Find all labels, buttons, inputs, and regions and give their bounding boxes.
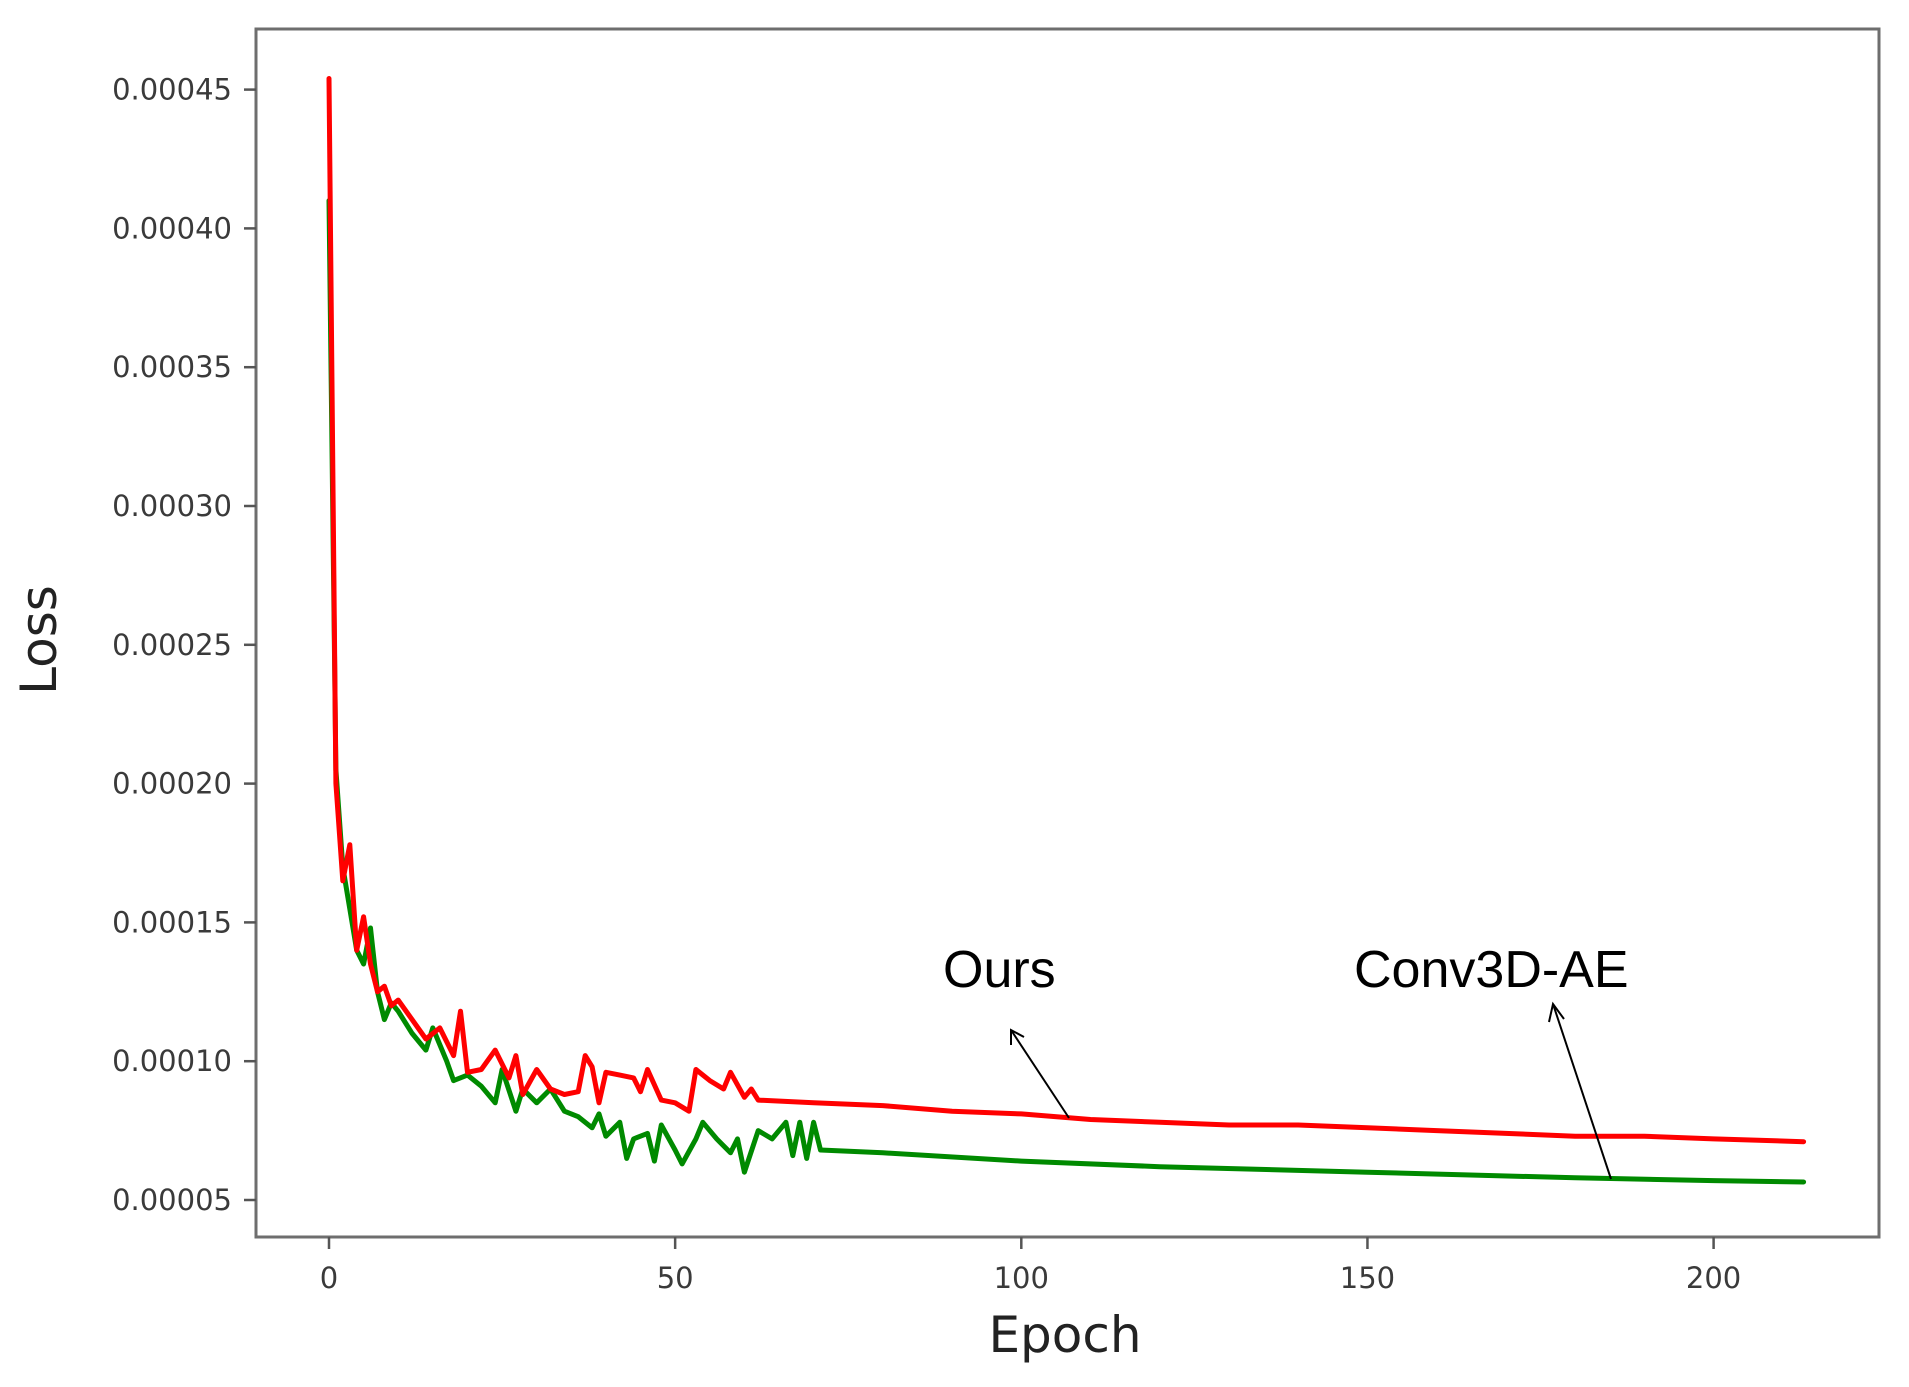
y-axis: 0.00005 0.00010 0.00015 0.00020 0.00025 0.000…: [112, 73, 256, 1217]
x-tick-label: 50: [657, 1261, 694, 1295]
y-tick-label: 0.00015: [112, 905, 232, 939]
y-tick-label: 0.00045: [112, 73, 232, 107]
arrow-icon: [1552, 1003, 1612, 1180]
x-tick-label: 100: [994, 1261, 1049, 1295]
series-line-ours: [326, 76, 1807, 1145]
annotation-conv3d-ae: Conv3D-AE: [1354, 941, 1629, 1180]
y-tick-label: 0.00025: [112, 628, 232, 662]
y-tick-label: 0.00010: [112, 1044, 232, 1078]
annotation-ours: Ours: [943, 941, 1070, 1119]
series-line-conv3d-ae: [326, 198, 1807, 1185]
y-tick-label: 0.00040: [112, 211, 232, 245]
annotation-label-conv3d-ae: Conv3D-AE: [1354, 941, 1629, 999]
x-tick-label: 0: [320, 1261, 338, 1295]
x-tick-label: 200: [1686, 1261, 1741, 1295]
y-tick-label: 0.00030: [112, 489, 232, 523]
arrowhead-icon: [1010, 1028, 1025, 1045]
series-layer: [326, 76, 1807, 1185]
y-tick-label: 0.00020: [112, 767, 232, 801]
y-tick-label: 0.00035: [112, 350, 232, 384]
x-axis: 0 50 100 150 200: [320, 1237, 1741, 1295]
plot-frame: [254, 27, 1881, 1239]
x-tick-label: 150: [1340, 1261, 1395, 1295]
x-axis-title: Epoch: [988, 1306, 1141, 1364]
arrowhead-icon: [1548, 1001, 1565, 1023]
arrow-icon: [1010, 1029, 1070, 1119]
y-axis-title: Loss: [10, 585, 68, 695]
y-tick-label: 0.00005: [112, 1183, 232, 1217]
annotation-label-ours: Ours: [943, 941, 1056, 999]
